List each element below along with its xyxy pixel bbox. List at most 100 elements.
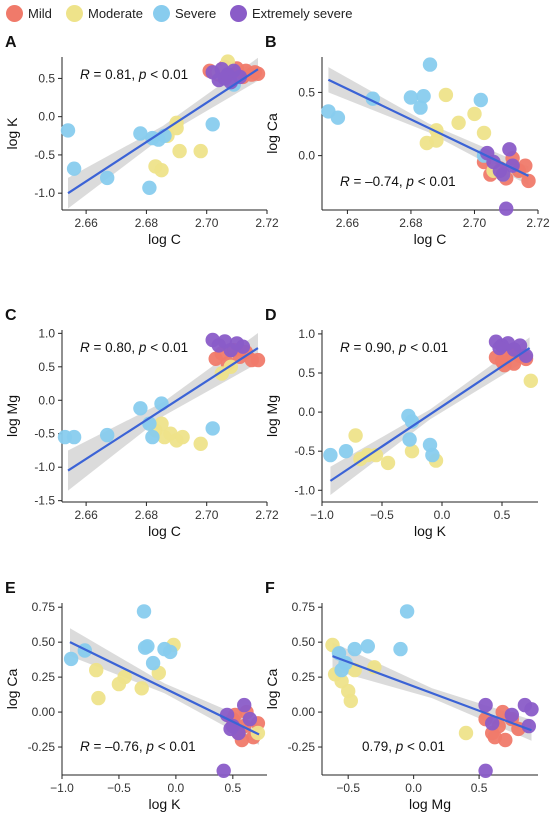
y-tick-label: 0.00: [32, 705, 56, 719]
y-tick-label: 0.25: [292, 670, 316, 684]
data-point: [495, 167, 511, 182]
x-tick-label: −1.0: [50, 781, 74, 795]
data-point: [237, 697, 252, 713]
regression-line: [67, 68, 259, 195]
legend-dot: [153, 4, 170, 22]
data-point: [235, 339, 251, 354]
stat-r-value: 0.79,: [362, 739, 396, 754]
x-tick-label: −0.5: [370, 508, 394, 522]
data-point: [487, 730, 502, 745]
data-point: [478, 763, 493, 778]
data-point: [521, 718, 536, 734]
regression-line: [329, 347, 531, 482]
y-axis-title: log Ca: [264, 113, 280, 154]
data-point: [172, 143, 187, 159]
data-point: [492, 340, 507, 356]
x-axis-title: log C: [148, 523, 181, 539]
stat-annotation: R = 0.90, p < 0.01: [340, 340, 448, 355]
data-point: [100, 170, 115, 186]
data-point: [343, 693, 358, 709]
panel-label: D: [265, 307, 277, 324]
data-point: [89, 662, 104, 678]
stat-p-symbol: p: [398, 340, 407, 355]
y-axis-title: log K: [4, 117, 20, 150]
data-point: [66, 161, 82, 176]
data-point: [334, 662, 349, 678]
data-point: [223, 721, 238, 737]
stat-p-value: < 0.01: [154, 739, 196, 754]
data-point: [193, 436, 208, 451]
y-axis-title: log Mg: [4, 395, 20, 437]
legend-dot: [230, 4, 247, 22]
data-point: [393, 641, 408, 657]
y-tick-label: 0.0: [298, 405, 315, 419]
data-point: [347, 641, 362, 657]
y-tick-label: 0.0: [298, 149, 315, 163]
stat-p-value: < 0.01: [146, 67, 188, 82]
data-point: [429, 133, 444, 148]
y-tick-label: 0.5: [298, 85, 315, 99]
stat-p-value: < 0.01: [406, 340, 448, 355]
x-tick-label: 0.0: [405, 781, 422, 795]
data-point: [216, 763, 231, 778]
data-point: [348, 428, 363, 443]
y-tick-label: -0.5: [34, 427, 55, 441]
x-tick-label: 2.72: [526, 216, 550, 230]
stat-p-symbol: p: [395, 739, 404, 754]
y-tick-label: -0.25: [28, 740, 56, 754]
data-point: [154, 163, 169, 178]
data-point: [330, 110, 346, 125]
y-tick-label: 0.5: [38, 71, 55, 85]
data-point: [403, 90, 419, 105]
data-point: [499, 201, 514, 216]
y-axis-title: log Ca: [4, 669, 20, 710]
panel-label: F: [265, 580, 275, 597]
y-tick-label: 1.0: [298, 327, 315, 341]
data-point: [154, 416, 169, 431]
legend-item-severe: Severe: [153, 3, 216, 23]
data-point: [504, 707, 519, 723]
data-point: [63, 651, 79, 667]
data-point: [502, 142, 517, 157]
data-point: [133, 401, 148, 416]
regression-line: [67, 347, 259, 472]
panel-b: B 2.66 2.68 2.70 2.72 0.0 0.5 log C log Ca R = –0…: [264, 34, 550, 247]
stat-annotation: 0.79, p < 0.01: [362, 739, 445, 754]
data-point: [524, 702, 539, 717]
data-point: [323, 447, 338, 463]
data-point: [402, 432, 417, 447]
data-point: [476, 125, 492, 141]
data-point: [136, 604, 152, 619]
data-point: [473, 92, 488, 108]
y-tick-label: 0.0: [38, 393, 55, 407]
legend-item-moderate: Moderate: [66, 3, 143, 23]
data-point: [66, 429, 82, 445]
series-extremely-severe: [205, 61, 248, 90]
stat-p-value: < 0.01: [414, 174, 456, 189]
y-axis-title: log Mg: [264, 395, 280, 437]
data-point: [451, 115, 466, 130]
data-point: [100, 427, 115, 443]
data-point: [242, 711, 258, 727]
x-tick-label: 0.5: [471, 781, 488, 795]
panel-a: A 2.66 2.68 2.70 2.72 -1.0 -0.5 0.0 0.5 log C log …: [4, 34, 279, 247]
x-axis-title: log K: [414, 523, 447, 539]
data-point: [399, 604, 415, 619]
data-point: [142, 180, 157, 195]
panel-label: C: [5, 307, 17, 324]
stat-r-symbol: R: [80, 67, 90, 82]
data-point: [422, 57, 438, 72]
x-tick-label: 2.68: [399, 216, 423, 230]
x-tick-label: 2.72: [255, 216, 279, 230]
data-point: [145, 655, 161, 671]
y-tick-label: -1.0: [34, 186, 55, 200]
panel-label: E: [5, 580, 16, 597]
stat-r-symbol: R: [80, 340, 90, 355]
data-point: [154, 396, 169, 411]
x-tick-label: −0.5: [107, 781, 131, 795]
data-point: [485, 716, 500, 731]
stat-r-symbol: R: [340, 174, 350, 189]
data-point: [175, 429, 190, 445]
stat-r-value: = –0.74,: [350, 174, 407, 189]
